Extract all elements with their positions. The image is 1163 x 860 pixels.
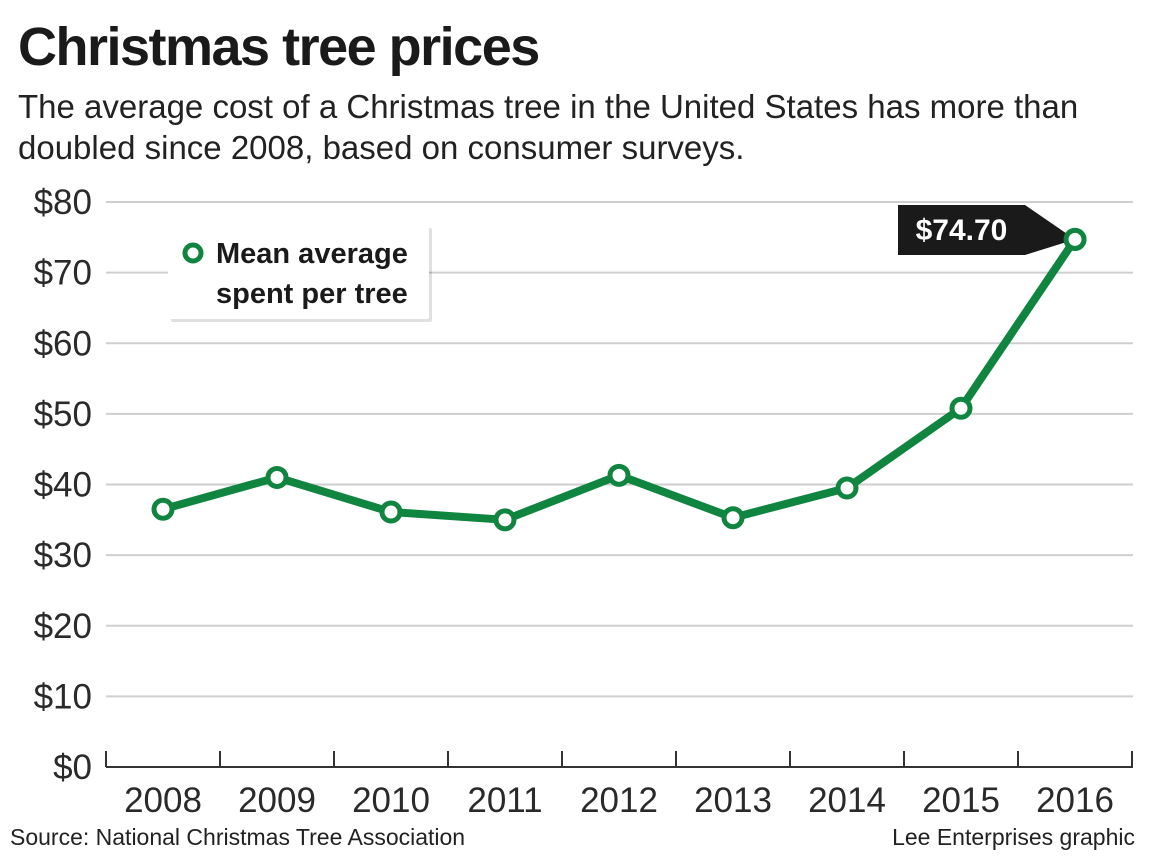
data-point [151,497,175,521]
y-tick-label: $30 [34,536,92,575]
y-tick-label: $70 [34,254,92,293]
chart-title: Christmas tree prices [18,17,540,77]
x-tick-label: 2016 [1036,781,1114,820]
x-tick-label: 2015 [922,781,1000,820]
legend-box [168,225,429,319]
legend-label: spent per tree [216,278,408,310]
data-point [607,463,631,487]
data-point [721,506,745,530]
data-point [949,396,973,420]
x-tick-label: 2012 [580,781,658,820]
y-tick-label: $80 [34,183,92,222]
data-point [493,508,517,532]
y-tick-label: $20 [34,607,92,646]
callout-label: $74.70 [916,214,1008,247]
y-axis-ticks: $0 $10 $20 $30 $40 $50 $60 $70 $80 [34,183,92,787]
x-tick-label: 2014 [808,781,886,820]
y-tick-label: $10 [34,677,92,716]
source-note: Source: National Christmas Tree Associat… [10,824,466,850]
graphic-credit: Lee Enterprises graphic [892,824,1135,850]
legend-marker-icon [182,242,204,264]
value-callout: $74.70 [898,205,1087,255]
y-tick-label: $60 [34,324,92,363]
x-axis: 2008 2009 2010 2011 2012 2013 2014 2015 2016 [105,751,1133,820]
data-point [835,476,859,500]
data-point [1063,227,1087,251]
x-tick-label: 2008 [124,781,202,820]
callout-box [898,205,1075,255]
series [151,227,1087,532]
y-tick-label: $50 [34,395,92,434]
data-point [379,500,403,524]
x-tick-label: 2013 [694,781,772,820]
legend: Mean average spent per tree [168,225,432,322]
data-point [265,465,289,489]
y-tick-label: $40 [34,466,92,505]
x-tick-label: 2010 [352,781,430,820]
x-tick-label: 2009 [238,781,316,820]
legend-label: Mean average [216,238,408,270]
y-tick-label: $0 [53,748,92,787]
chart-subtitle: The average cost of a Christmas tree in … [18,88,1079,166]
x-tick-label: 2011 [467,781,542,820]
